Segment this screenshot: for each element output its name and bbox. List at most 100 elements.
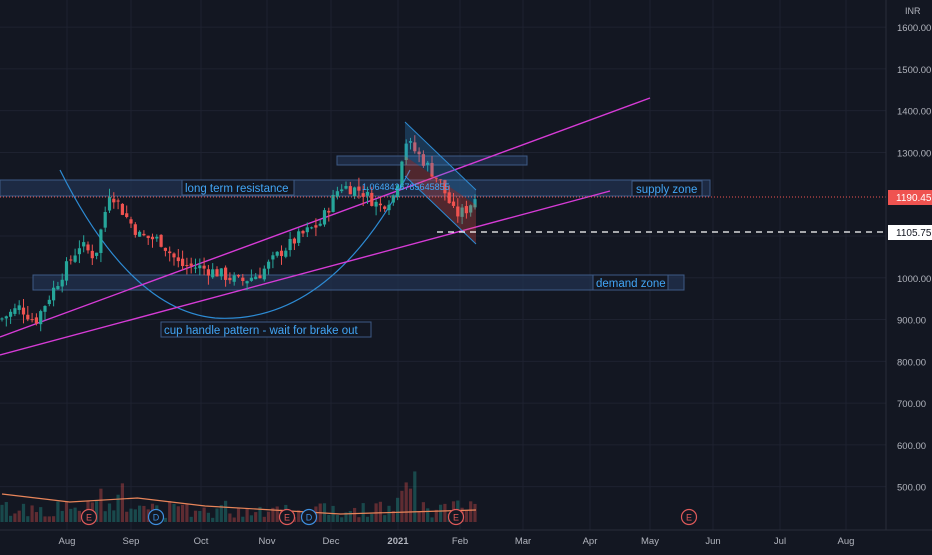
candle-body bbox=[417, 151, 421, 155]
volume-bar bbox=[249, 515, 253, 522]
volume-bar bbox=[120, 483, 124, 522]
volume-bar bbox=[387, 505, 391, 522]
event-marker-circle bbox=[278, 508, 296, 526]
volume-bar bbox=[258, 506, 262, 522]
price-tick-label: 600.00 bbox=[897, 441, 926, 452]
candle-body bbox=[245, 281, 249, 284]
candle-body bbox=[408, 141, 413, 143]
candle-body bbox=[99, 229, 103, 253]
volume-bar bbox=[245, 508, 249, 522]
earnings-event-marker[interactable]: E bbox=[80, 508, 98, 526]
volume-bar bbox=[17, 510, 21, 522]
candle-body bbox=[249, 277, 253, 281]
volume-bar bbox=[64, 501, 69, 522]
volume-bar bbox=[95, 501, 99, 522]
time-tick-label: Dec bbox=[323, 536, 340, 547]
candle-body bbox=[133, 224, 137, 235]
volume-bar bbox=[361, 503, 365, 522]
lower-trendline[interactable] bbox=[0, 190, 611, 356]
volume-bar bbox=[439, 504, 443, 522]
earnings-event-marker[interactable]: E bbox=[680, 508, 698, 526]
supply-zone-label[interactable]: supply zone bbox=[631, 180, 703, 197]
cup-handle-text: cup handle pattern - wait for brake out bbox=[164, 325, 359, 337]
volume-bar bbox=[417, 511, 421, 522]
volume-bar bbox=[271, 507, 275, 522]
demand-zone-box[interactable] bbox=[32, 274, 685, 291]
time-tick-label: May bbox=[641, 536, 659, 547]
earnings-event-marker[interactable]: E bbox=[278, 508, 296, 526]
cup-handle-label[interactable]: cup handle pattern - wait for brake out bbox=[160, 321, 372, 338]
candle-body bbox=[193, 267, 198, 269]
candle-body bbox=[150, 236, 155, 240]
volume-bar bbox=[469, 501, 473, 522]
time-tick-label: Jul bbox=[774, 536, 786, 547]
cup-arc[interactable] bbox=[59, 169, 411, 319]
candle-body bbox=[95, 252, 99, 256]
candle-body bbox=[391, 195, 395, 203]
price-tick-label: 1000.00 bbox=[897, 274, 931, 285]
supply-zone-text: supply zone bbox=[636, 184, 697, 196]
demand-zone-label[interactable]: demand zone bbox=[592, 274, 669, 291]
candle-body bbox=[103, 211, 107, 228]
volume-bar bbox=[112, 510, 116, 522]
candle-body bbox=[271, 255, 275, 260]
grid-lines bbox=[0, 0, 886, 530]
candle-body bbox=[254, 276, 258, 280]
last-price-tag[interactable]: 1190.45 bbox=[888, 190, 932, 205]
demand-zone-text: demand zone bbox=[596, 278, 666, 290]
volume-bar bbox=[383, 515, 387, 522]
volume-bar bbox=[365, 516, 370, 522]
price-tick-label: 1400.00 bbox=[897, 107, 931, 118]
volume-bar bbox=[181, 504, 185, 522]
volume-bar bbox=[241, 516, 245, 522]
candle-body bbox=[30, 319, 34, 321]
candle-body bbox=[400, 161, 404, 187]
volume-bar bbox=[400, 490, 404, 522]
candle-body bbox=[34, 317, 38, 324]
volume-bar bbox=[9, 515, 13, 522]
event-marker-circle bbox=[300, 508, 318, 526]
price-axis[interactable]: INR 1600.001500.001400.001300.001100.001… bbox=[885, 0, 931, 530]
time-tick-label: 2021 bbox=[387, 536, 409, 547]
descending-channel[interactable]: 1.0648426785645855 bbox=[362, 121, 477, 245]
earnings-event-marker[interactable]: E bbox=[447, 508, 465, 526]
candle-body bbox=[301, 230, 305, 234]
dividend-event-marker[interactable]: D bbox=[147, 508, 165, 526]
candle-body bbox=[460, 207, 464, 217]
event-marker-letter: E bbox=[284, 513, 290, 523]
volume-bar bbox=[297, 510, 301, 522]
candle-body bbox=[189, 263, 193, 266]
candle-body bbox=[383, 206, 387, 209]
candle-body bbox=[228, 277, 232, 281]
long-term-resistance-label[interactable]: long term resistance bbox=[181, 179, 295, 196]
candle-body bbox=[469, 205, 473, 213]
volume-bar bbox=[430, 517, 434, 522]
volume-bar bbox=[69, 508, 73, 522]
candle-body bbox=[116, 200, 120, 202]
price-tick-label: 1300.00 bbox=[897, 148, 931, 159]
volume-bar bbox=[60, 510, 64, 522]
volume-bar bbox=[378, 501, 382, 522]
price-tick-label: 900.00 bbox=[897, 316, 926, 327]
event-marker-letter: E bbox=[86, 513, 92, 523]
candle-body bbox=[473, 199, 477, 208]
candle-body bbox=[159, 234, 163, 247]
volume-bar bbox=[357, 517, 361, 522]
channel-bottom-line bbox=[404, 175, 477, 245]
volume-bar bbox=[13, 513, 17, 522]
channel-upper-band bbox=[405, 122, 476, 205]
candle-body bbox=[202, 265, 206, 269]
level-price-tag[interactable]: 1105.75 bbox=[888, 225, 932, 240]
candle-body bbox=[107, 196, 112, 211]
time-axis[interactable]: Aug Sep Oct Nov Dec 2021 Feb Mar Apr May Jun Jul Aug bbox=[0, 529, 932, 547]
volume-bar bbox=[236, 507, 241, 522]
candle-body bbox=[357, 186, 361, 191]
candle-body bbox=[387, 204, 391, 211]
dividend-event-marker[interactable]: D bbox=[300, 508, 318, 526]
volume-bar bbox=[198, 511, 202, 522]
candle-body bbox=[348, 186, 352, 195]
event-marker-letter: E bbox=[453, 513, 459, 523]
volume-bar bbox=[254, 512, 258, 522]
